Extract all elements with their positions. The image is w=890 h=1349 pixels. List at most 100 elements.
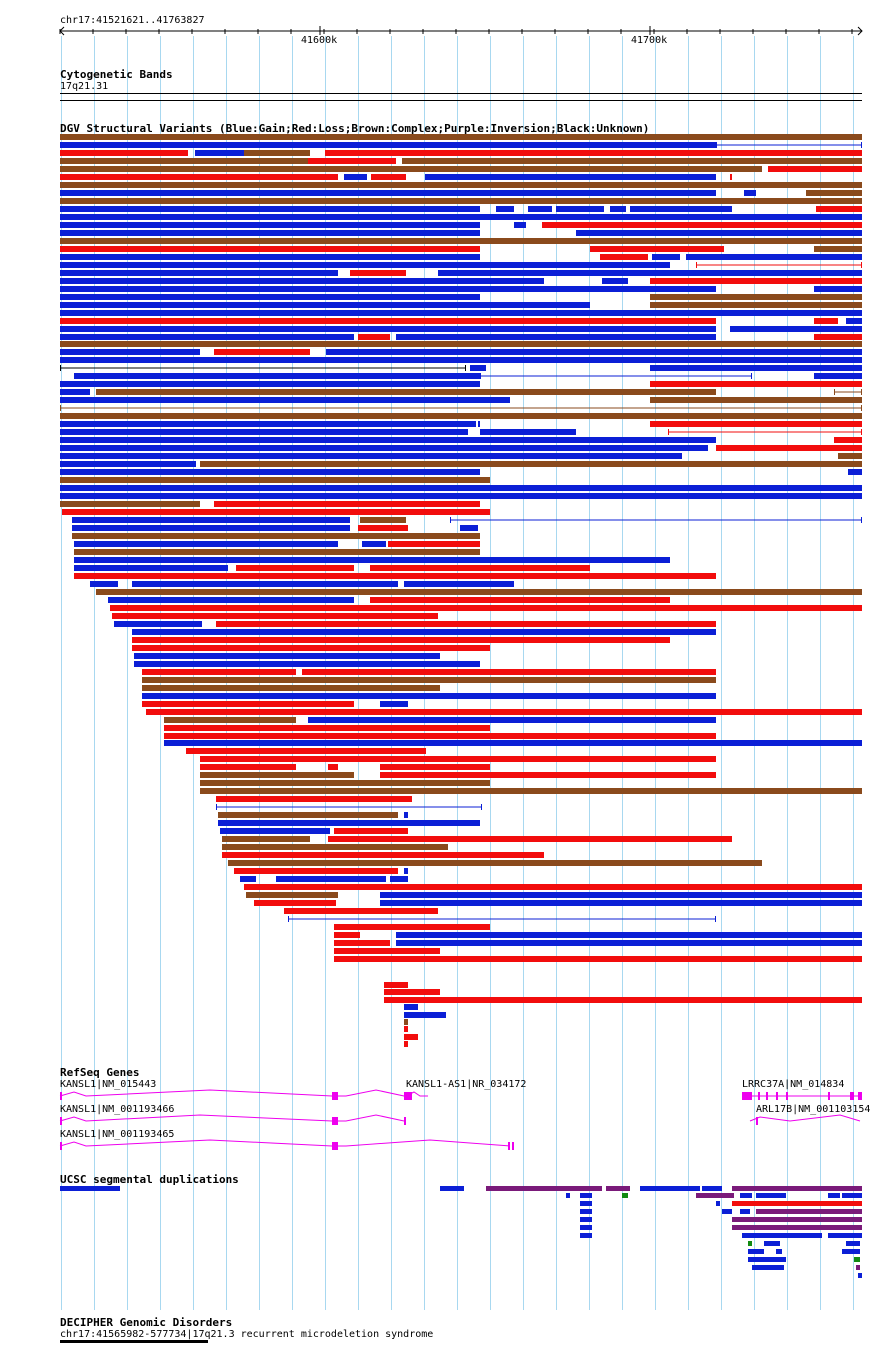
segdup-block [740, 1209, 750, 1214]
variant-bar [404, 1012, 446, 1018]
variant-bar [60, 357, 862, 363]
variant-bar [60, 437, 716, 443]
variant-bar [236, 565, 354, 571]
variant-bar [610, 206, 626, 212]
variant-bar [384, 982, 408, 988]
segdup-block [756, 1209, 862, 1214]
variant-bar [112, 613, 438, 619]
gene-exon [828, 1092, 830, 1100]
variant-bar [380, 892, 862, 898]
gene-exon [60, 1142, 62, 1150]
variant-bar [404, 581, 514, 587]
variant-bar [334, 956, 862, 962]
variant-bar [816, 206, 862, 212]
gene-label: ARL17B|NM_001103154 [756, 1104, 871, 1115]
variant-bar [96, 589, 862, 595]
gene-exon [850, 1092, 854, 1100]
variant-bar [650, 294, 862, 300]
segdup-block [742, 1233, 822, 1238]
variant-bar [146, 709, 862, 715]
variant-bar [200, 772, 354, 778]
variant-bar [132, 581, 398, 587]
segdup-block [60, 1186, 120, 1191]
variant-bar [650, 397, 862, 403]
variant-bar [60, 142, 716, 148]
variant-bar [60, 389, 90, 395]
variant-bar [134, 653, 440, 659]
gene-exon [766, 1092, 768, 1100]
variant-bar [60, 246, 480, 252]
variant-bar [730, 174, 732, 180]
variant-bar [388, 541, 480, 547]
segdup-block [606, 1186, 630, 1191]
variant-bar [222, 836, 310, 842]
variant-bar [90, 581, 118, 587]
decipher-track-title: DECIPHER Genomic Disorders [60, 1316, 233, 1329]
variant-bar [556, 206, 604, 212]
variant-bar [846, 318, 862, 324]
segdup-block [856, 1265, 860, 1270]
variant-bar [370, 597, 670, 603]
segdup-block [440, 1186, 464, 1191]
variant-bar [284, 908, 438, 914]
variant-bar [60, 493, 862, 499]
variant-bar [814, 334, 862, 340]
segdup-block [828, 1193, 840, 1198]
variant-bar [528, 206, 552, 212]
variant-bar [460, 525, 478, 531]
variant-bar [650, 365, 862, 371]
cytoband-track-title: Cytogenetic Bands [60, 68, 173, 81]
gene-exon [332, 1142, 338, 1150]
variant-bar [220, 828, 330, 834]
variant-bar [132, 637, 670, 643]
variant-bar [234, 868, 398, 874]
gene-exon [858, 1092, 862, 1100]
region-label: chr17:41521621..41763827 [60, 15, 205, 26]
variant-bar [814, 373, 862, 379]
variant-bar [478, 421, 480, 427]
variant-bar [370, 565, 590, 571]
gene-exon [758, 1092, 760, 1100]
gene-exon [404, 1092, 412, 1100]
variant-bar [60, 413, 862, 419]
gene-exon [404, 1117, 406, 1125]
variant-bar [60, 150, 188, 156]
gene-intron [405, 1091, 428, 1097]
dgv-variants [60, 134, 862, 1047]
variant-bar [362, 541, 386, 547]
variant-bar [326, 349, 862, 355]
variant-bar [74, 573, 716, 579]
dgv-track-title: DGV Structural Variants (Blue:Gain;Red:L… [60, 122, 650, 135]
variant-bar [60, 453, 682, 459]
variant-bar [200, 461, 862, 467]
segdup-block [764, 1241, 780, 1246]
variant-bar [380, 764, 490, 770]
variant-bar [60, 302, 590, 308]
variant-bar [848, 469, 862, 475]
variant-bar [814, 318, 838, 324]
variant-bar [602, 278, 628, 284]
variant-bar [344, 174, 367, 180]
variant-bar [814, 286, 862, 292]
variant-bar [60, 198, 862, 204]
gene-exon [742, 1092, 752, 1100]
variant-bar [60, 429, 468, 435]
variant-bar [200, 780, 490, 786]
variant-bar [60, 381, 480, 387]
variant-bar [334, 948, 440, 954]
segdup-block [732, 1201, 862, 1206]
segdup-block [580, 1225, 592, 1230]
gene-exon [332, 1117, 338, 1125]
variant-bar [470, 365, 486, 371]
segdup-block [828, 1233, 862, 1238]
segdup-blocks [60, 1186, 862, 1278]
variant-bar [246, 892, 338, 898]
variant-bar [214, 501, 480, 507]
gene-exon [756, 1117, 758, 1125]
variant-bar [60, 349, 200, 355]
variant-bar [834, 437, 862, 443]
segdup-block [580, 1193, 592, 1198]
variant-bar [60, 294, 480, 300]
segdup-block [752, 1265, 784, 1270]
variant-bar [164, 740, 862, 746]
